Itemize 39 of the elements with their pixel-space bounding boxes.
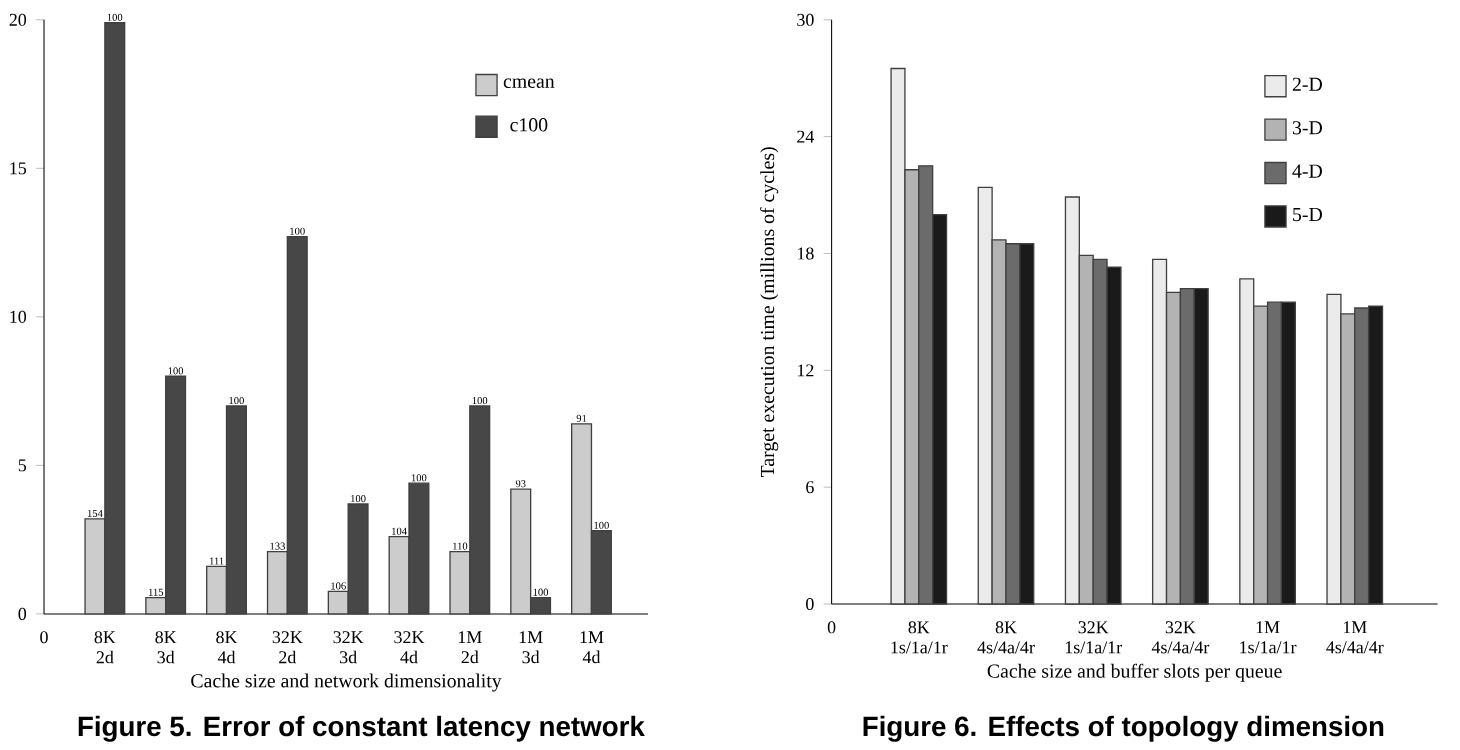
x-tick-label: 32K 4s/4a/4r [1151,620,1210,654]
y-axis-title: Target execution time (millions of cycles) [760,146,779,477]
y-tick-label: 10 [10,310,27,323]
text: Figure 6. Effects of topology dimension [863,715,1384,742]
y-tick-label: 15 [10,162,27,175]
x-tick-label: 1M 2d [458,630,482,663]
legend-label: 5-D [1293,207,1322,221]
x-tick-label: 32K 3d [333,630,364,664]
x-tick-label: 1M 3d [519,630,543,663]
x-axis-title: Cache size and network dimensionality [191,673,502,692]
legend-label: cmean [503,78,555,88]
x-tick-label: 32K 2d [272,630,303,664]
legend-label: 2-D [1292,77,1322,91]
y-tick-label: 18 [797,247,814,260]
x-tick-label: 32K 1s/1a/1r [1065,620,1122,654]
x-axis-title: Cache size and buffer slots per queue [987,663,1282,682]
x-tick-label: 0 [827,620,836,634]
x-tick-label: 8K 4s/4a/4r [977,620,1035,654]
legend-label: 4-D [1292,164,1322,178]
x-tick-label: 8K 1s/1a/1r [891,620,948,654]
x-tick-label: 8K 3d [155,630,177,664]
y-tick-label: 0 [18,607,27,620]
y-tick-label: 30 [797,13,814,26]
legend-label: c100 [510,117,548,132]
y-tick-label: 20 [9,13,27,26]
x-tick-label: 1M 4d [580,630,604,663]
y-tick-label: 5 [18,459,27,472]
x-tick-label: 8K 4d [216,630,238,664]
text: Figure 5. Error of constant latency network [78,715,645,742]
legend-label: 3-D [1292,120,1322,135]
x-tick-label: 1M 1s/1a/1r [1240,620,1297,654]
x-tick-label: 0 [40,630,48,643]
x-tick-label: 1M 4s/4a/4r [1326,620,1384,654]
y-tick-label: 12 [797,364,814,376]
x-tick-label: 32K 4d [394,630,425,664]
y-tick-label: 24 [797,130,815,143]
y-tick-label: 0 [806,597,814,610]
y-tick-label: 6 [806,480,814,493]
x-tick-label: 8K 2d [94,630,116,664]
